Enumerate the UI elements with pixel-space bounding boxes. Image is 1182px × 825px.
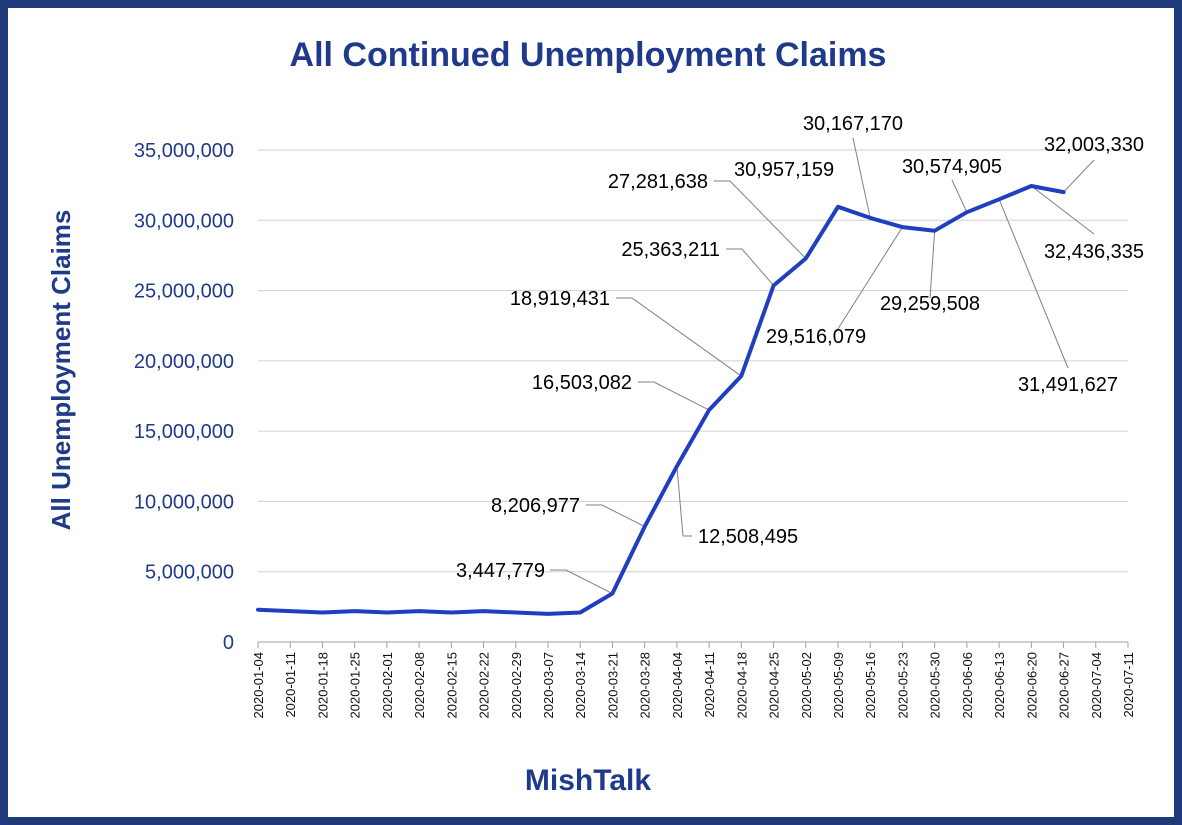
grid-lines [258,149,1128,643]
y-tick-label: 0 [223,632,234,654]
y-tick-label: 35,000,000 [134,140,234,162]
data-labels: 3,447,779 8,206,977 12,508,495 16,503,082 18… [456,113,1144,582]
x-axis-label: MishTalk [525,764,651,797]
x-tick-label: 2020-04-04 [670,652,685,719]
data-label: 25,363,211 [621,239,720,261]
x-tick-label: 2020-03-07 [541,652,556,719]
leader-line [616,297,742,377]
y-tick-label: 30,000,000 [134,210,234,232]
y-tick-label: 15,000,000 [134,421,234,443]
x-tick-label: 2020-02-29 [509,652,524,719]
data-label: 31,491,627 [1018,374,1118,396]
x-tick-label: 2020-07-11 [1121,652,1136,718]
y-axis-label: All Unemployment Claims [46,210,76,531]
x-tick-label: 2020-04-18 [734,652,749,719]
x-tick-label: 2020-05-16 [863,652,878,719]
data-label: 16,503,082 [532,372,632,394]
x-tick-label: 2020-02-08 [412,652,427,719]
x-tick-label: 2020-05-02 [799,652,814,719]
x-tick-label: 2020-06-13 [992,652,1007,719]
x-tick-label: 2020-04-11 [702,652,717,718]
leader-line [676,466,692,537]
series-layer [256,184,1066,616]
data-label: 30,574,905 [902,156,1002,178]
leader-line [951,179,968,213]
data-label: 3,447,779 [456,560,545,582]
leader-line [852,137,871,219]
leader-line [714,180,807,259]
x-tick-label: 2020-03-28 [638,652,653,719]
x-tick-label: 2020-06-20 [1024,652,1039,719]
x-tick-label: 2020-02-01 [380,652,395,719]
data-label: 29,259,508 [880,293,980,315]
series-line [256,184,1066,616]
chart-title: All Continued Unemployment Claims [290,36,887,74]
x-tick-labels: 2020-01-04 2020-01-11 2020-01-18 2020-01-25… [251,642,1136,719]
data-label: 27,281,638 [608,171,708,193]
x-tick-label: 2020-03-14 [573,652,588,719]
data-label: 29,516,079 [766,326,866,348]
y-tick-labels: 0 5,000,000 10,000,000 15,000,000 20,000,000… [134,140,234,654]
x-tick-label: 2020-02-22 [477,652,492,719]
leader-line [638,381,710,411]
data-label: 30,957,159 [734,159,834,181]
leader-line [998,199,1069,369]
y-tick-label: 5,000,000 [145,562,234,584]
x-tick-label: 2020-06-27 [1057,652,1072,719]
data-label: 32,436,335 [1044,241,1144,263]
y-tick-label: 25,000,000 [134,281,234,303]
x-tick-label: 2020-02-15 [444,652,459,719]
leader-line [586,504,645,528]
leader-line [929,230,936,299]
leader-line [550,569,613,594]
leader-line [1031,185,1095,235]
data-label: 12,508,495 [698,526,798,548]
y-tick-label: 20,000,000 [134,351,234,373]
leader-line [1063,159,1095,193]
leader-line [726,248,774,286]
y-tick-label: 10,000,000 [134,491,234,513]
data-label: 30,167,170 [803,113,903,135]
x-tick-label: 2020-04-25 [767,652,782,719]
data-label: 32,003,330 [1044,134,1144,156]
x-tick-label: 2020-05-09 [831,652,846,719]
x-tick-label: 2020-03-21 [605,652,620,719]
leader-line [835,226,903,333]
x-tick-label: 2020-05-23 [895,652,910,719]
x-tick-label: 2020-01-11 [283,652,298,718]
data-label: 8,206,977 [491,495,580,517]
x-tick-label: 2020-01-25 [348,652,363,719]
x-tick-label: 2020-06-06 [960,652,975,719]
x-tick-label: 2020-01-04 [251,652,266,719]
x-tick-label: 2020-07-04 [1089,652,1104,719]
x-tick-label: 2020-01-18 [315,652,330,719]
leader-lines [550,137,1095,594]
x-tick-label: 2020-05-30 [928,652,943,719]
data-label: 18,919,431 [510,288,610,310]
